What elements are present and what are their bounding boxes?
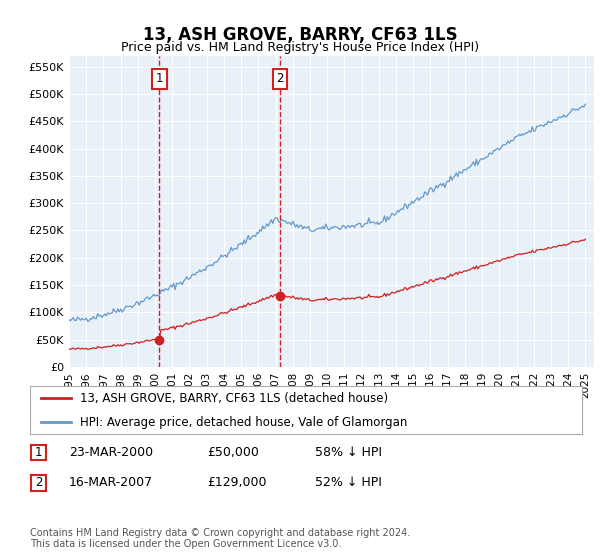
Text: £129,000: £129,000: [207, 476, 266, 489]
Text: 58% ↓ HPI: 58% ↓ HPI: [315, 446, 382, 459]
Text: 52% ↓ HPI: 52% ↓ HPI: [315, 476, 382, 489]
Text: 16-MAR-2007: 16-MAR-2007: [69, 476, 153, 489]
Text: Price paid vs. HM Land Registry's House Price Index (HPI): Price paid vs. HM Land Registry's House …: [121, 40, 479, 54]
Text: Contains HM Land Registry data © Crown copyright and database right 2024.
This d: Contains HM Land Registry data © Crown c…: [30, 528, 410, 549]
Text: £50,000: £50,000: [207, 446, 259, 459]
Text: 13, ASH GROVE, BARRY, CF63 1LS (detached house): 13, ASH GROVE, BARRY, CF63 1LS (detached…: [80, 392, 388, 405]
Text: 2: 2: [35, 476, 42, 489]
Text: 2: 2: [276, 72, 284, 86]
Text: 23-MAR-2000: 23-MAR-2000: [69, 446, 153, 459]
Text: 1: 1: [155, 72, 163, 86]
Text: 13, ASH GROVE, BARRY, CF63 1LS: 13, ASH GROVE, BARRY, CF63 1LS: [143, 26, 457, 44]
Text: HPI: Average price, detached house, Vale of Glamorgan: HPI: Average price, detached house, Vale…: [80, 416, 407, 428]
Text: 1: 1: [35, 446, 42, 459]
